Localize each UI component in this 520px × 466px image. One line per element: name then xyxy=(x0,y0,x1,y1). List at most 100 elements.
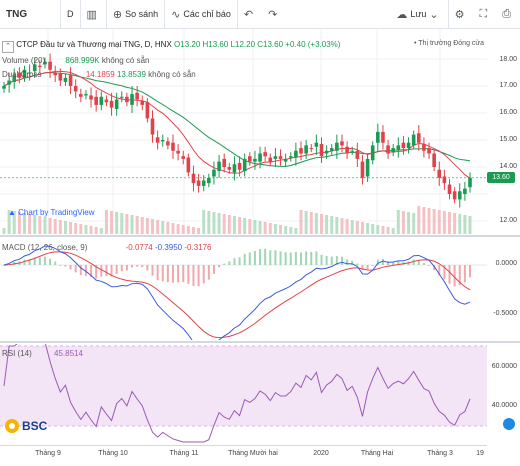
cross-value-1: 14.1859 xyxy=(85,70,115,79)
rsi-panel[interactable] xyxy=(0,341,487,444)
histogram-bar xyxy=(161,265,164,282)
candle-body xyxy=(370,145,375,161)
settings-button[interactable]: ⚙ xyxy=(449,0,474,28)
volume-bar xyxy=(58,220,62,234)
symbol-search[interactable]: TNG xyxy=(0,0,61,28)
y-label: 17.00 xyxy=(499,82,517,89)
volume-bar xyxy=(243,218,247,234)
volume-bar xyxy=(181,225,185,234)
rsi-axis[interactable]: 60.0000 40.0000 xyxy=(487,344,520,444)
tradingview-link[interactable]: ▲ Chart by TradingView xyxy=(8,208,95,217)
bsc-logo-icon xyxy=(5,419,19,433)
histogram-bar xyxy=(100,265,103,277)
volume-bar xyxy=(258,221,262,234)
candle-body xyxy=(360,161,365,178)
candle-body xyxy=(79,94,83,97)
indicators-button[interactable]: ∿ Các chỉ báo xyxy=(165,0,238,28)
undo-button[interactable]: ↶ xyxy=(238,0,262,28)
volume-bar xyxy=(89,226,93,234)
volume-bar xyxy=(197,228,201,234)
rsi-band xyxy=(0,346,487,426)
candle-body xyxy=(201,180,206,186)
histogram-bar xyxy=(115,265,118,275)
help-icon[interactable] xyxy=(503,418,515,430)
candle-body xyxy=(84,94,88,96)
histogram-bar xyxy=(3,265,5,266)
macd-chart[interactable] xyxy=(0,238,487,351)
chart-type-button[interactable]: ▥ xyxy=(81,0,107,28)
macd-panel[interactable] xyxy=(0,238,487,351)
collapse-icon[interactable]: ⌃ xyxy=(2,41,14,53)
histogram-bar xyxy=(320,254,323,265)
price-chart[interactable] xyxy=(0,29,487,234)
x-label: Tháng 10 xyxy=(98,450,128,457)
price-panel[interactable] xyxy=(0,29,487,234)
histogram-bar xyxy=(171,265,174,283)
histogram-bar xyxy=(310,251,313,265)
undo-icon: ↶ xyxy=(243,8,254,21)
volume-bar xyxy=(248,219,252,234)
redo-icon: ↷ xyxy=(268,8,278,21)
candle-body xyxy=(432,153,436,167)
volume-bar xyxy=(140,217,144,234)
volume-bar xyxy=(2,228,6,234)
histogram-bar xyxy=(125,265,128,271)
histogram-bar xyxy=(182,265,185,283)
candle-body xyxy=(391,148,395,153)
time-axis[interactable] xyxy=(0,445,487,466)
histogram-bar xyxy=(105,265,108,277)
candle-body xyxy=(207,177,211,184)
volume-bar xyxy=(284,226,288,234)
macd-axis[interactable]: 0.0000 -0.5000 xyxy=(487,238,520,340)
save-button[interactable]: ☁ Lưu ⌄ xyxy=(390,0,449,28)
plus-circle-icon: ⊕ xyxy=(112,8,123,21)
low-value: L12.20 xyxy=(230,40,256,49)
histogram-bar xyxy=(202,265,205,284)
snapshot-button[interactable]: ⎙ xyxy=(496,0,520,28)
cross-value-2: 13.8539 xyxy=(116,70,146,79)
volume-bar xyxy=(314,213,318,234)
redo-button[interactable]: ↷ xyxy=(262,0,286,28)
pane-divider[interactable] xyxy=(0,235,520,237)
candle-body xyxy=(329,148,334,151)
candle-body xyxy=(314,142,319,147)
price-axis[interactable]: 18.00 17.00 16.00 15.00 14.00 12.00 xyxy=(487,29,520,234)
rsi-legend[interactable]: RSI (14) 45.8514 xyxy=(2,349,83,358)
candle-body xyxy=(176,150,180,154)
histogram-bar xyxy=(397,261,400,265)
x-label: Tháng 9 xyxy=(35,450,61,457)
macd-legend[interactable]: MACD (12, 26, close, 9) -0.0774 -0.3950 … xyxy=(2,243,212,252)
candle-body xyxy=(2,86,6,89)
volume-bar xyxy=(202,210,206,234)
y-label: 0.0000 xyxy=(495,260,517,267)
volume-legend[interactable]: Volume (20) 868.999K không có sẵn xyxy=(2,56,149,65)
cross-legend[interactable]: Dual Cross 14.1859 13.8539 không có sẵn xyxy=(2,70,196,79)
volume-bar xyxy=(145,218,149,234)
histogram-bar xyxy=(228,261,231,265)
interval-button[interactable]: D xyxy=(61,0,81,28)
histogram-bar xyxy=(366,265,369,270)
histogram-bar xyxy=(448,265,451,284)
volume-bar xyxy=(217,213,221,234)
candle-body xyxy=(401,142,406,149)
volume-bar xyxy=(74,223,78,234)
candle-body xyxy=(135,92,139,100)
candle-body xyxy=(411,134,416,146)
candle-body xyxy=(319,144,324,157)
rsi-chart[interactable] xyxy=(0,341,487,444)
histogram-bar xyxy=(387,261,390,265)
compare-button[interactable]: ⊕ So sánh xyxy=(107,0,166,28)
histogram-bar xyxy=(433,265,436,271)
chart-title: CTCP Đầu tư và Thương mại TNG, D, HNX xyxy=(16,40,172,49)
histogram-bar xyxy=(422,262,425,265)
histogram-bar xyxy=(381,258,384,265)
candle-body xyxy=(283,158,288,162)
volume-bar xyxy=(391,228,395,234)
fullscreen-button[interactable]: ⛶ xyxy=(473,0,496,28)
x-label: 2020 xyxy=(313,450,329,457)
volume-bar xyxy=(309,212,313,234)
pane-divider[interactable] xyxy=(0,341,520,343)
rsi-value: 45.8514 xyxy=(54,349,83,358)
candle-body xyxy=(447,184,452,194)
histogram-bar xyxy=(95,265,98,279)
